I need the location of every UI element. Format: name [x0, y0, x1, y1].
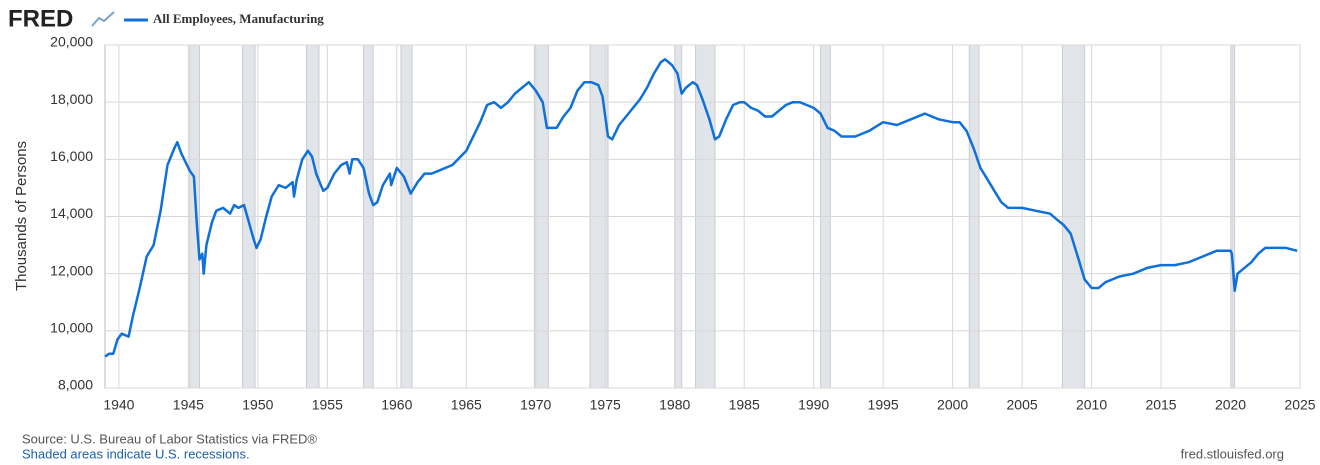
source: Source: U.S. Bureau of Labor Statistics … [22, 431, 317, 446]
x-tick-label: 2005 [1007, 397, 1038, 413]
x-tick-label: 1980 [659, 397, 690, 413]
y-axis-label: Thousands of Persons [13, 141, 30, 291]
x-tick-label: 1985 [729, 397, 760, 413]
y-tick-label: 18,000 [50, 91, 93, 107]
y-tick-label: 20,000 [50, 34, 93, 50]
y-tick-label: 16,000 [50, 148, 93, 164]
y-tick-label: 14,000 [50, 205, 93, 221]
y-tick-label: 8,000 [58, 377, 93, 393]
x-tick-label: 1975 [590, 397, 621, 413]
x-tick-label: 1945 [173, 397, 204, 413]
x-tick-label: 1970 [520, 397, 551, 413]
brand-logo[interactable]: FRED [8, 5, 73, 32]
x-tick-label: 1990 [798, 397, 829, 413]
x-tick-label: 1950 [242, 397, 273, 413]
x-tick-label: 1995 [868, 397, 899, 413]
y-tick-label: 10,000 [50, 320, 93, 336]
x-tick-label: 1940 [103, 397, 134, 413]
x-tick-label: 2000 [937, 397, 968, 413]
y-tick-label: 12,000 [50, 262, 93, 278]
x-tick-label: 2010 [1076, 397, 1107, 413]
x-tick-label: 1965 [451, 397, 482, 413]
x-tick-label: 2020 [1215, 397, 1246, 413]
x-tick-label: 2015 [1145, 397, 1176, 413]
logo-icon [91, 11, 115, 27]
legend-label: All Employees, Manufacturing [153, 11, 324, 26]
recession-note[interactable]: Shaded areas indicate U.S. recessions. [22, 446, 250, 461]
x-tick-label: 1955 [312, 397, 343, 413]
url[interactable]: fred.stlouisfed.org [1181, 446, 1284, 461]
x-tick-label: 1960 [381, 397, 412, 413]
series-line [104, 58, 1298, 358]
x-tick-label: 2025 [1284, 397, 1315, 413]
